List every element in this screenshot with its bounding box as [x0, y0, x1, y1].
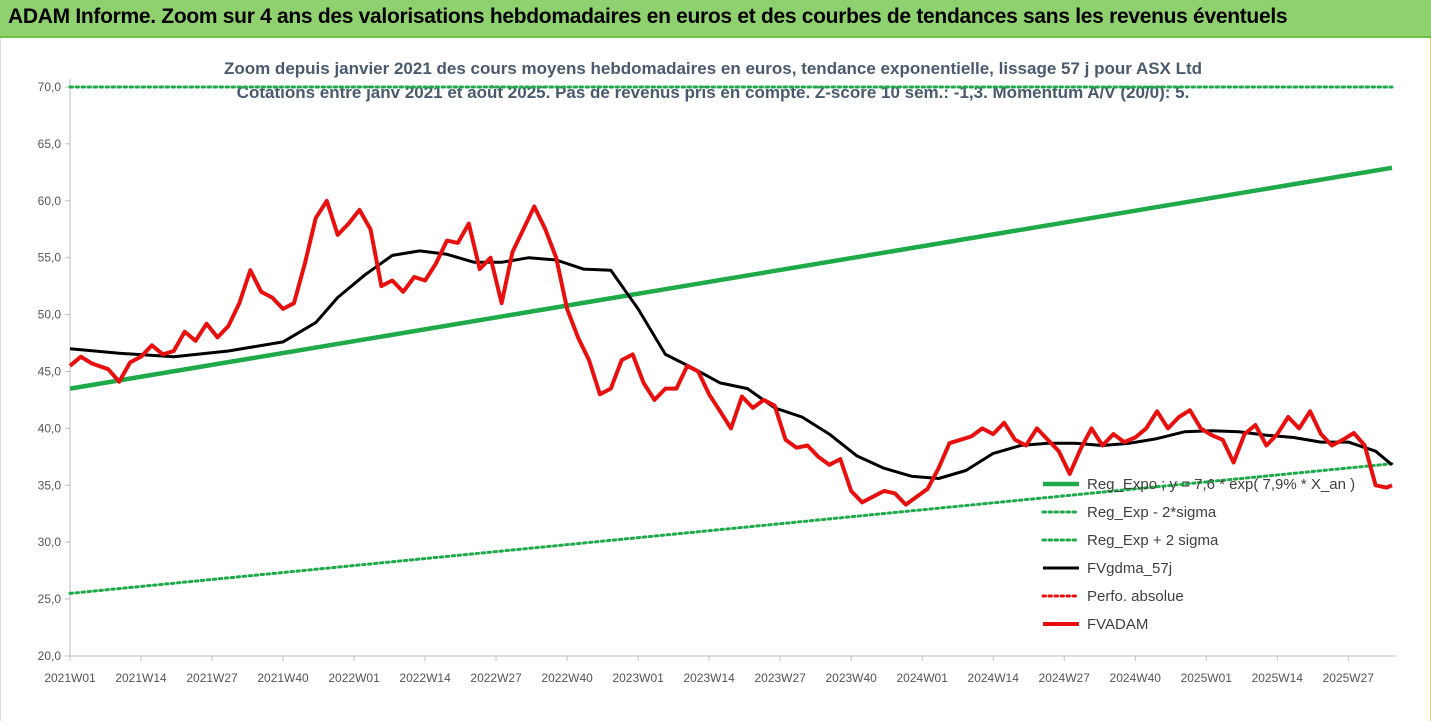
legend-entry: Reg_Exp + 2 sigma: [1087, 532, 1219, 549]
x-tick-label: 2022W01: [328, 671, 380, 685]
x-tick-label: 2025W27: [1323, 671, 1375, 685]
x-tick-label: 2021W27: [186, 671, 238, 685]
series-layer: [68, 85, 1394, 595]
y-tick-label: 65,0: [38, 137, 62, 151]
x-tick-label: 2025W01: [1181, 671, 1233, 685]
y-tick-label: 50,0: [38, 308, 62, 322]
chart-legend: Reg_Expo ; y = 7,6 * exp( 7,9% * X_an ) R…: [1041, 476, 1355, 633]
x-tick-label: 2023W14: [683, 671, 735, 685]
banner-title: ADAM Informe. Zoom sur 4 ans des valoris…: [8, 5, 1288, 28]
x-tick-label: 2022W14: [399, 671, 451, 685]
y-tick-label: 35,0: [38, 478, 62, 492]
fvadam-line: [68, 198, 1393, 507]
reg-minus-2sigma-line: [68, 462, 1394, 595]
chart-title-line-1: Zoom depuis janvier 2021 des cours moyen…: [223, 59, 1203, 78]
x-tick-label: 2023W40: [825, 671, 877, 685]
y-tick-label: 30,0: [38, 535, 62, 549]
x-tick-label: 2024W01: [897, 671, 949, 685]
legend-entry: Reg_Exp - 2*sigma: [1087, 504, 1217, 521]
x-tick-label: 2025W14: [1252, 671, 1304, 685]
report-banner: ADAM Informe. Zoom sur 4 ans des valoris…: [0, 0, 1431, 38]
x-tick-label: 2022W40: [541, 671, 593, 685]
x-tick-label: 2022W27: [470, 671, 522, 685]
y-tick-label: 45,0: [38, 365, 62, 379]
y-tick-label: 55,0: [38, 251, 62, 265]
y-tick-label: 25,0: [38, 592, 62, 606]
legend-entry: FVgdma_57j: [1087, 560, 1172, 577]
x-tick-label: 2024W40: [1110, 671, 1162, 685]
fvgdma-57j-line: [69, 249, 1393, 480]
x-axis-ticks: 2021W01 2021W14 2021W27 2021W40 2022W01 2022W…: [44, 655, 1396, 685]
x-tick-label: 2021W01: [44, 671, 96, 685]
legend-entry: Perfo. absolue: [1087, 588, 1184, 605]
x-tick-label: 2024W14: [968, 671, 1020, 685]
x-tick-label: 2021W14: [115, 671, 167, 685]
x-tick-label: 2021W40: [257, 671, 309, 685]
y-tick-label: 20,0: [38, 649, 62, 663]
y-axis-ticks: 20,0 25,0 30,0 35,0 40,0 45,0 50,0 55,0 60,0 65,0…: [38, 79, 71, 663]
y-tick-label: 60,0: [38, 194, 62, 208]
legend-entry: Reg_Expo ; y = 7,6 * exp( 7,9% * X_an ): [1087, 476, 1355, 493]
x-tick-label: 2023W01: [612, 671, 664, 685]
reg-expo-line: [69, 165, 1393, 391]
y-tick-label: 70,0: [38, 80, 62, 94]
legend-entry: FVADAM: [1087, 616, 1148, 633]
x-tick-label: 2024W27: [1039, 671, 1091, 685]
x-tick-label: 2023W27: [754, 671, 806, 685]
y-tick-label: 40,0: [38, 421, 62, 435]
